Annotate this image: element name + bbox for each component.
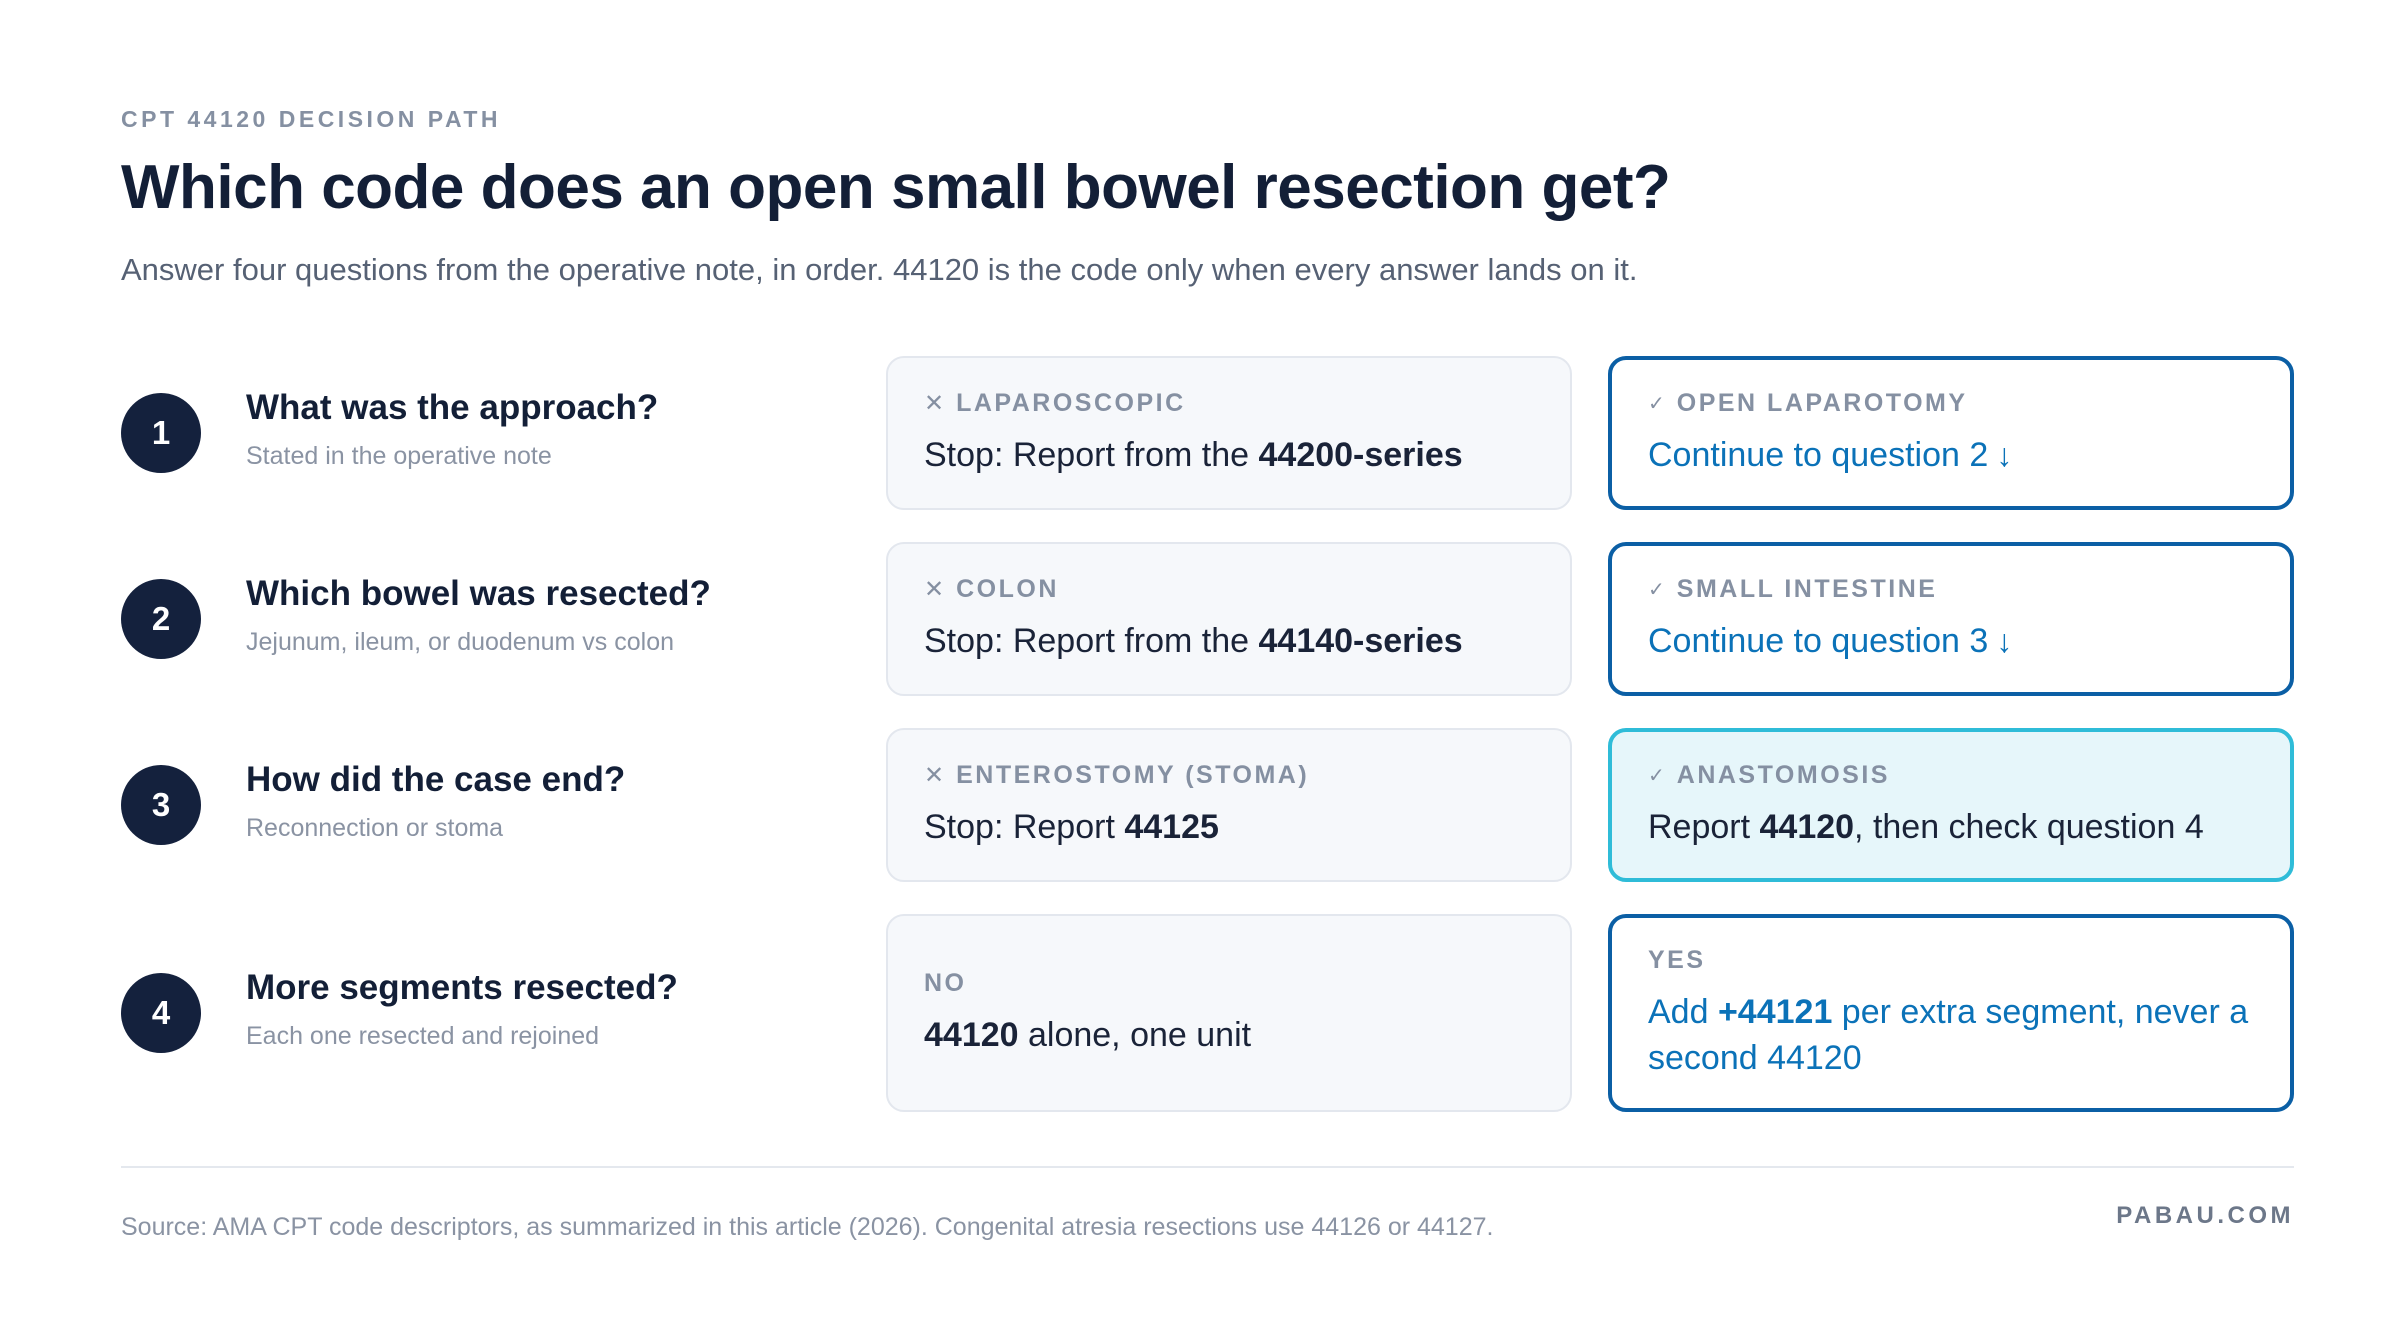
question-row-4: 4 More segments resected? Each one resec…: [0, 914, 2400, 1112]
no-card-tag: NO: [924, 969, 1534, 998]
question-subtitle: Jejunum, ileum, or duodenum vs colon: [246, 628, 675, 656]
question-text: Which bowel was resected? Jejunum, ileum…: [246, 574, 711, 657]
step-number-badge: 2: [121, 579, 201, 659]
check-icon: ✓: [1648, 578, 1665, 601]
continue-card[interactable]: ✓ OPEN LAPAROTOMY Continue to question 2…: [1608, 356, 2294, 510]
stop-card-label: ENTEROSTOMY (STOMA): [956, 760, 1310, 789]
yes-card[interactable]: YES Add +44121 per extra segment, never …: [1608, 914, 2294, 1112]
cross-icon: ✕: [924, 761, 945, 789]
question-subtitle: Stated in the operative note: [246, 442, 552, 470]
question-title: More segments resected?: [246, 968, 678, 1007]
result-card-highlighted[interactable]: ✓ ANASTOMOSIS Report 44120, then check q…: [1608, 728, 2294, 882]
page-subtitle: Answer four questions from the operative…: [121, 252, 1638, 287]
stop-card: ✕ ENTEROSTOMY (STOMA) Stop: Report 44125: [886, 728, 1572, 882]
result-text-lead: Report: [1648, 807, 1760, 846]
no-card-code: 44120: [924, 1015, 1019, 1054]
step-number-badge: 3: [121, 765, 201, 845]
stop-card-text: Stop: Report 44125: [924, 804, 1534, 850]
continue-card-tag: ✓ OPEN LAPAROTOMY: [1648, 389, 2254, 418]
stop-card-text-lead: Stop: Report from the: [924, 621, 1259, 660]
stop-card-text-lead: Stop: Report: [924, 807, 1125, 846]
stop-card: ✕ LAPAROSCOPIC Stop: Report from the 442…: [886, 356, 1572, 510]
question-subtitle: Reconnection or stoma: [246, 814, 504, 842]
question-text: How did the case end? Reconnection or st…: [246, 760, 625, 843]
result-card-text: Report 44120, then check question 4: [1648, 804, 2254, 850]
yes-text-lead: Add: [1648, 992, 1718, 1031]
source-note: Source: AMA CPT code descriptors, as sum…: [121, 1213, 1494, 1241]
no-card-text-tail: alone, one unit: [1018, 1015, 1252, 1054]
question-title: What was the approach?: [246, 388, 659, 427]
question-row-1: 1 What was the approach? Stated in the o…: [0, 356, 2400, 510]
arrow-down-icon: ↓: [1996, 622, 2013, 659]
stop-card-code: 44125: [1124, 807, 1219, 846]
stop-card-tag: ✕ COLON: [924, 575, 1534, 604]
arrow-down-icon: ↓: [1996, 436, 2013, 473]
continue-link-text: Continue to question 2: [1648, 435, 1989, 474]
stop-card-code: 44200-series: [1258, 435, 1463, 474]
continue-card-tag: ✓ SMALL INTESTINE: [1648, 575, 2254, 604]
yes-card-label: YES: [1648, 945, 1706, 974]
continue-card[interactable]: ✓ SMALL INTESTINE Continue to question 3…: [1608, 542, 2294, 696]
cross-icon: ✕: [924, 389, 945, 417]
continue-link-text: Continue to question 3: [1648, 621, 1989, 660]
stop-card-label: LAPAROSCOPIC: [956, 388, 1186, 417]
question-row-3: 3 How did the case end? Reconnection or …: [0, 728, 2400, 882]
no-card-text: 44120 alone, one unit: [924, 1012, 1534, 1058]
page-title: Which code does an open small bowel rese…: [121, 153, 1671, 222]
stop-card-text: Stop: Report from the 44140-series: [924, 618, 1534, 664]
continue-link[interactable]: Continue to question 2 ↓: [1648, 432, 2254, 478]
stop-card-text-lead: Stop: Report from the: [924, 435, 1259, 474]
step-number-badge: 4: [121, 973, 201, 1053]
addon-code: +44121: [1717, 992, 1833, 1031]
result-text-tail: , then check question 4: [1854, 807, 2204, 846]
stop-card-code: 44140-series: [1258, 621, 1463, 660]
question-row-2: 2 Which bowel was resected? Jejunum, ile…: [0, 542, 2400, 696]
no-card-label: NO: [924, 968, 967, 997]
continue-link[interactable]: Continue to question 3 ↓: [1648, 618, 2254, 664]
check-icon: ✓: [1648, 764, 1665, 787]
eyebrow: CPT 44120 DECISION PATH: [121, 106, 502, 132]
stop-card-tag: ✕ LAPAROSCOPIC: [924, 389, 1534, 418]
stop-card: ✕ COLON Stop: Report from the 44140-seri…: [886, 542, 1572, 696]
result-code: 44120: [1759, 807, 1855, 846]
question-title: Which bowel was resected?: [246, 574, 711, 613]
cross-icon: ✕: [924, 575, 945, 603]
footer-divider: [121, 1166, 2294, 1168]
no-card: NO 44120 alone, one unit: [886, 914, 1572, 1112]
yes-card-tag: YES: [1648, 946, 2254, 975]
result-card-label: ANASTOMOSIS: [1676, 760, 1890, 789]
step-number-badge: 1: [121, 393, 201, 473]
question-text: More segments resected? Each one resecte…: [246, 968, 678, 1051]
question-text: What was the approach? Stated in the ope…: [246, 388, 658, 471]
check-icon: ✓: [1648, 392, 1665, 415]
stop-card-tag: ✕ ENTEROSTOMY (STOMA): [924, 761, 1534, 790]
stop-card-text: Stop: Report from the 44200-series: [924, 432, 1534, 478]
yes-text-tail: per extra segment, never a second 44120: [1648, 992, 2249, 1077]
stop-card-label: COLON: [956, 574, 1059, 603]
brand-link[interactable]: PABAU.COM: [2116, 1202, 2294, 1229]
question-subtitle: Each one resected and rejoined: [246, 1022, 600, 1050]
result-card-tag: ✓ ANASTOMOSIS: [1648, 761, 2254, 790]
continue-card-label: SMALL INTESTINE: [1676, 574, 1938, 603]
question-title: How did the case end?: [246, 760, 626, 799]
continue-card-label: OPEN LAPAROTOMY: [1676, 388, 1968, 417]
yes-card-text: Add +44121 per extra segment, never a se…: [1648, 989, 2254, 1081]
